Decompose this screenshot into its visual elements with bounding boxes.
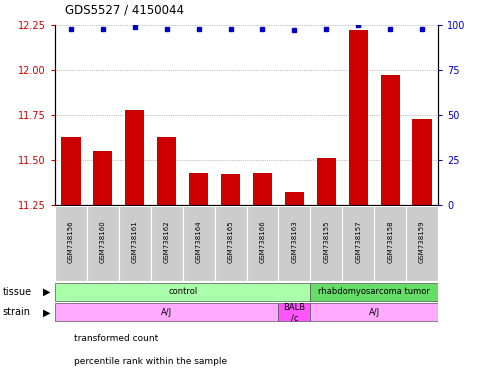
Bar bbox=[93, 151, 112, 205]
Bar bbox=[381, 75, 400, 205]
Text: GSM738156: GSM738156 bbox=[68, 220, 74, 263]
Bar bbox=[189, 173, 208, 205]
Text: GSM738159: GSM738159 bbox=[419, 220, 425, 263]
Bar bbox=[374, 206, 406, 281]
Bar bbox=[157, 137, 176, 205]
Bar bbox=[246, 206, 279, 281]
Bar bbox=[310, 206, 342, 281]
Bar bbox=[285, 192, 304, 205]
Bar bbox=[406, 206, 438, 281]
Text: GSM738160: GSM738160 bbox=[100, 220, 106, 263]
Bar bbox=[151, 206, 183, 281]
Text: transformed count: transformed count bbox=[74, 334, 158, 343]
Bar bbox=[221, 174, 240, 205]
Bar bbox=[55, 303, 279, 321]
Text: GSM738165: GSM738165 bbox=[228, 220, 234, 263]
Bar bbox=[253, 173, 272, 205]
Bar bbox=[310, 303, 438, 321]
Text: GDS5527 / 4150044: GDS5527 / 4150044 bbox=[65, 4, 184, 17]
Text: GSM738155: GSM738155 bbox=[323, 221, 329, 263]
Bar bbox=[183, 206, 214, 281]
Bar bbox=[349, 30, 368, 205]
Bar bbox=[342, 206, 374, 281]
Text: tissue: tissue bbox=[2, 286, 32, 296]
Bar bbox=[279, 206, 310, 281]
Text: strain: strain bbox=[2, 308, 31, 318]
Text: GSM738164: GSM738164 bbox=[196, 220, 202, 263]
Bar bbox=[317, 158, 336, 205]
Text: GSM738162: GSM738162 bbox=[164, 220, 170, 263]
Bar bbox=[413, 119, 431, 205]
Bar bbox=[214, 206, 246, 281]
Text: GSM738166: GSM738166 bbox=[259, 220, 265, 263]
Text: GSM738163: GSM738163 bbox=[291, 220, 297, 263]
Bar bbox=[55, 206, 87, 281]
Text: GSM738161: GSM738161 bbox=[132, 220, 138, 263]
Bar bbox=[55, 283, 310, 301]
Bar bbox=[87, 206, 119, 281]
Text: GSM738157: GSM738157 bbox=[355, 220, 361, 263]
Text: percentile rank within the sample: percentile rank within the sample bbox=[74, 357, 227, 366]
Text: A/J: A/J bbox=[369, 308, 380, 317]
Text: GSM738158: GSM738158 bbox=[387, 220, 393, 263]
Text: BALB
/c: BALB /c bbox=[283, 303, 306, 322]
Bar bbox=[310, 283, 438, 301]
Text: ▶: ▶ bbox=[42, 286, 50, 296]
Bar bbox=[125, 110, 144, 205]
Bar bbox=[62, 137, 80, 205]
Bar bbox=[119, 206, 151, 281]
Text: ▶: ▶ bbox=[42, 308, 50, 318]
Text: control: control bbox=[168, 287, 197, 296]
Text: rhabdomyosarcoma tumor: rhabdomyosarcoma tumor bbox=[318, 287, 430, 296]
Text: A/J: A/J bbox=[161, 308, 172, 317]
Bar bbox=[279, 303, 310, 321]
